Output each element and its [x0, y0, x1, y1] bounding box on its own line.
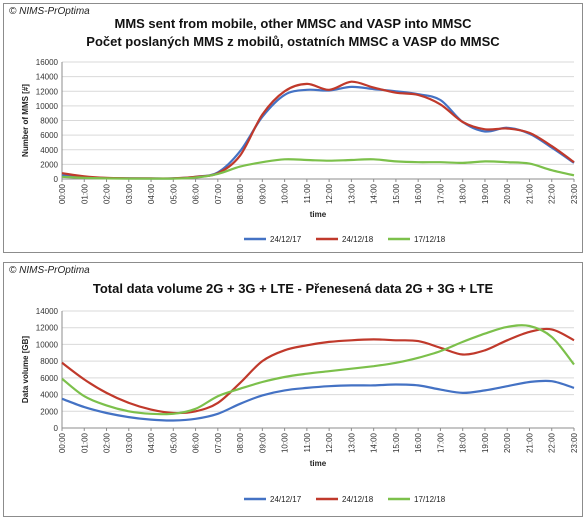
- chart-subtitle: Počet poslaných MMS z mobilů, ostatních …: [86, 34, 500, 49]
- y-tick-label: 0: [54, 175, 59, 184]
- x-tick-label: 04:00: [147, 432, 156, 453]
- x-tick-label: 20:00: [503, 432, 512, 453]
- y-axis-label: Data volume [GB]: [21, 336, 30, 403]
- data-volume-chart-svg: 0 2000 4000 6000 8000 10000 12000 14000 00:00 01:…: [21, 307, 579, 504]
- y-tick-label: 6000: [40, 374, 58, 383]
- x-tick-label: 02:00: [103, 183, 112, 204]
- x-tick-label: 05:00: [169, 432, 178, 453]
- x-tick-label: 21:00: [525, 183, 534, 204]
- x-tick-label: 20:00: [503, 183, 512, 204]
- y-tick-label: 16000: [36, 58, 59, 67]
- legend-entry: 17/12/18: [414, 235, 446, 244]
- x-tick-label: 05:00: [169, 183, 178, 204]
- x-tick-label: 01:00: [80, 183, 89, 204]
- legend-entry: 24/12/17: [270, 495, 302, 504]
- x-tick-label: 08:00: [236, 183, 245, 204]
- x-tick-label: 11:00: [303, 432, 312, 452]
- legend-entry: 17/12/18: [414, 495, 446, 504]
- series-line-17-12-18: [61, 158, 575, 180]
- x-tick-label: 18:00: [459, 183, 468, 204]
- x-tick-label: 03:00: [125, 183, 134, 204]
- x-tick-label: 23:00: [570, 432, 579, 453]
- x-tick-label: 08:00: [236, 432, 245, 453]
- legend-entry: 24/12/18: [342, 235, 374, 244]
- x-tick-label: 19:00: [481, 432, 490, 453]
- y-tick-label: 4000: [40, 391, 58, 400]
- x-tick-label: 02:00: [103, 432, 112, 453]
- source-label: © NIMS-PrOptima: [9, 265, 90, 276]
- y-tick-label: 14000: [36, 307, 59, 316]
- x-tick-label: 14:00: [370, 432, 379, 453]
- x-tick-label: 15:00: [392, 183, 401, 204]
- y-tick-label: 10000: [36, 340, 59, 349]
- series-line-17-12-18: [61, 324, 575, 416]
- x-axis-label: time: [310, 459, 327, 468]
- y-tick-label: 6000: [40, 131, 58, 140]
- y-tick-label: 2000: [40, 407, 58, 416]
- y-tick-label: 8000: [40, 357, 58, 366]
- x-tick-label: 06:00: [192, 432, 201, 453]
- x-tick-label: 17:00: [436, 183, 445, 204]
- chart-title: Total data volume 2G + 3G + LTE - Přenes…: [92, 281, 494, 296]
- series-line-24-12-18: [61, 327, 575, 415]
- y-tick-label: 8000: [40, 117, 58, 126]
- source-label: © NIMS-PrOptima: [9, 6, 90, 17]
- chart-panel-mms: © NIMS-PrOptima MMS sent from mobile, ot…: [3, 3, 583, 253]
- x-tick-label: 22:00: [548, 183, 557, 204]
- x-tick-label: 10:00: [281, 183, 290, 204]
- x-tick-label: 06:00: [192, 183, 201, 204]
- x-tick-label: 16:00: [414, 432, 423, 453]
- x-tick-label: 15:00: [392, 432, 401, 453]
- chart-title: MMS sent from mobile, other MMSC and VAS…: [114, 16, 472, 31]
- y-tick-label: 14000: [36, 73, 59, 82]
- y-tick-label: 2000: [40, 160, 58, 169]
- x-tick-label: 00:00: [58, 183, 67, 204]
- x-tick-label: 01:00: [80, 432, 89, 453]
- y-tick-label: 4000: [40, 146, 58, 155]
- y-tick-label: 12000: [36, 324, 59, 333]
- x-tick-label: 14:00: [370, 183, 379, 204]
- series-line-24-12-17: [61, 379, 575, 422]
- x-tick-label: 09:00: [258, 432, 267, 453]
- legend-entry: 24/12/17: [270, 235, 302, 244]
- x-tick-label: 13:00: [347, 432, 356, 453]
- x-tick-label: 03:00: [125, 432, 134, 453]
- x-tick-label: 12:00: [325, 183, 334, 204]
- x-tick-label: 21:00: [525, 432, 534, 453]
- x-tick-label: 10:00: [281, 432, 290, 453]
- y-tick-label: 0: [54, 424, 59, 433]
- x-tick-label: 19:00: [481, 183, 490, 204]
- x-tick-label: 13:00: [347, 183, 356, 204]
- y-tick-label: 10000: [36, 102, 59, 111]
- mms-chart-svg: 0 2000 4000 6000 8000 10000 12000 14000 16000 00:…: [21, 58, 579, 244]
- x-tick-label: 04:00: [147, 183, 156, 204]
- x-tick-label: 11:00: [303, 183, 312, 203]
- y-axis-label: Number of MMS [#]: [21, 84, 30, 157]
- x-tick-label: 18:00: [459, 432, 468, 453]
- x-tick-label: 22:00: [548, 432, 557, 453]
- x-tick-label: 00:00: [58, 432, 67, 453]
- x-tick-label: 17:00: [436, 432, 445, 453]
- x-tick-label: 23:00: [570, 183, 579, 204]
- chart-panel-data-volume: © NIMS-PrOptima Total data volume 2G + 3…: [3, 262, 583, 517]
- y-tick-label: 12000: [36, 87, 59, 96]
- x-tick-label: 09:00: [258, 183, 267, 204]
- x-axis-label: time: [310, 210, 327, 219]
- x-tick-label: 16:00: [414, 183, 423, 204]
- x-tick-label: 07:00: [214, 432, 223, 453]
- x-tick-label: 07:00: [214, 183, 223, 204]
- legend-entry: 24/12/18: [342, 495, 374, 504]
- x-tick-label: 12:00: [325, 432, 334, 453]
